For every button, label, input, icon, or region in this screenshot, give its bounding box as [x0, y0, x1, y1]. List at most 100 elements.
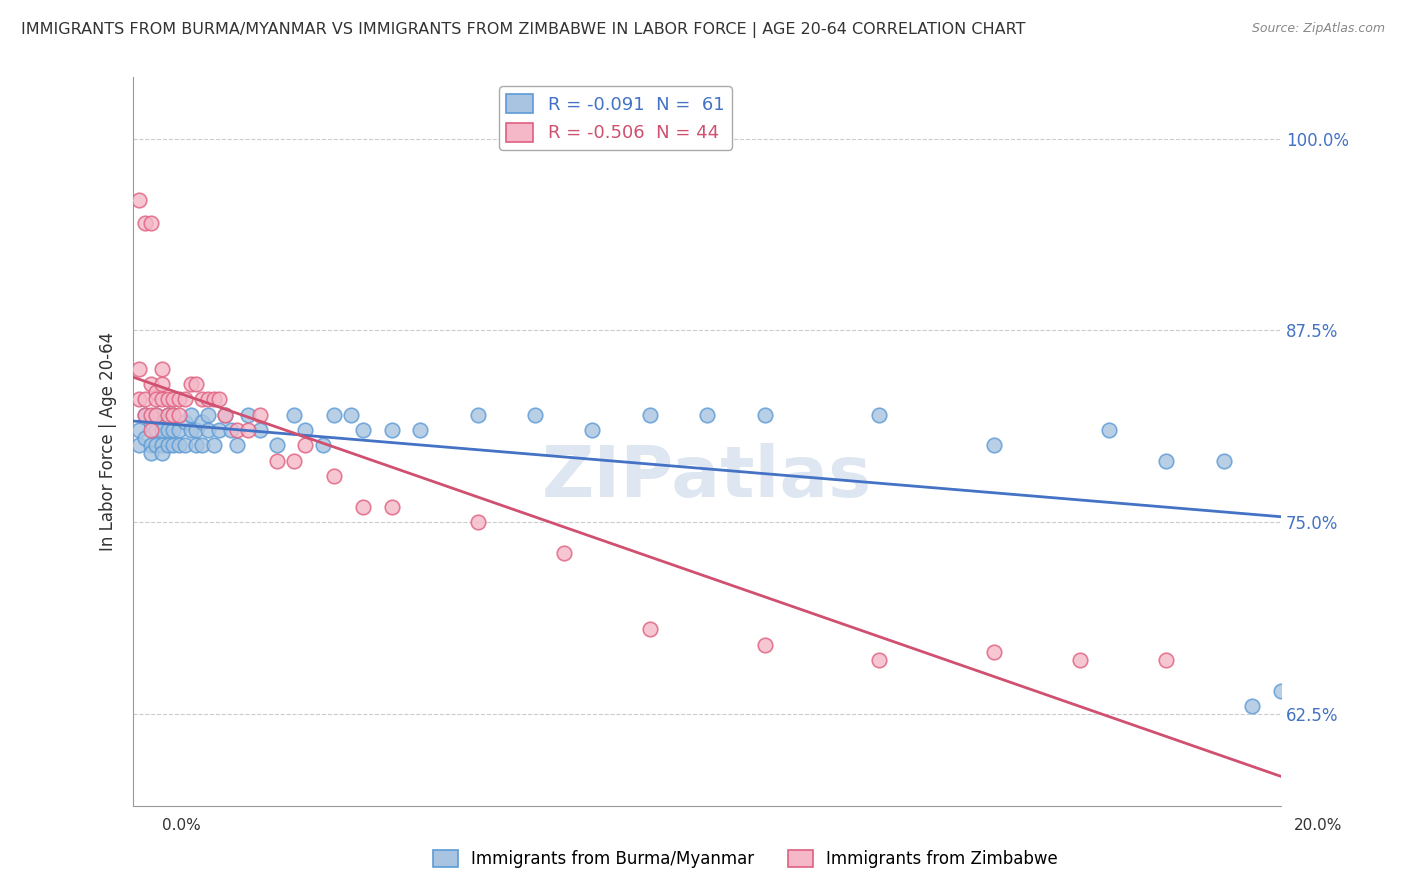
Point: [162, 392, 184, 407]
Point: [156, 438, 179, 452]
Point: [380, 500, 402, 514]
Point: [236, 408, 259, 422]
Point: [167, 423, 190, 437]
Point: [145, 408, 167, 422]
Point: [214, 408, 236, 422]
Point: [139, 416, 162, 430]
Point: [197, 423, 219, 437]
Point: [134, 431, 156, 445]
Point: [352, 500, 374, 514]
Point: [150, 392, 173, 407]
Text: ZIPatlas: ZIPatlas: [543, 443, 872, 512]
Point: [1270, 683, 1292, 698]
Point: [868, 408, 890, 422]
Point: [1154, 453, 1177, 467]
Point: [186, 438, 208, 452]
Point: [191, 438, 214, 452]
Point: [128, 361, 150, 376]
Point: [249, 408, 271, 422]
Point: [983, 438, 1005, 452]
Point: [340, 408, 363, 422]
Point: [524, 408, 547, 422]
Point: [156, 392, 179, 407]
Point: [139, 423, 162, 437]
Point: [174, 416, 197, 430]
Point: [208, 423, 231, 437]
Point: [696, 408, 718, 422]
Point: [145, 392, 167, 407]
Point: [134, 408, 156, 422]
Point: [150, 438, 173, 452]
Point: [128, 193, 150, 207]
Point: [145, 423, 167, 437]
Point: [214, 408, 236, 422]
Point: [139, 438, 162, 452]
Point: [134, 392, 156, 407]
Point: [167, 438, 190, 452]
Point: [139, 216, 162, 230]
Point: [1212, 453, 1234, 467]
Point: [1154, 653, 1177, 667]
Point: [868, 653, 890, 667]
Point: [352, 423, 374, 437]
Point: [150, 361, 173, 376]
Point: [266, 453, 288, 467]
Point: [983, 645, 1005, 659]
Point: [197, 408, 219, 422]
Point: [150, 416, 173, 430]
Point: [162, 423, 184, 437]
Point: [156, 408, 179, 422]
Legend: Immigrants from Burma/Myanmar, Immigrants from Zimbabwe: Immigrants from Burma/Myanmar, Immigrant…: [426, 843, 1064, 875]
Point: [150, 446, 173, 460]
Point: [191, 416, 214, 430]
Y-axis label: In Labor Force | Age 20-64: In Labor Force | Age 20-64: [100, 332, 117, 551]
Point: [128, 423, 150, 437]
Point: [186, 423, 208, 437]
Point: [128, 392, 150, 407]
Point: [202, 392, 225, 407]
Text: 0.0%: 0.0%: [162, 818, 201, 832]
Point: [467, 408, 489, 422]
Point: [145, 384, 167, 399]
Point: [323, 408, 346, 422]
Point: [134, 216, 156, 230]
Point: [202, 438, 225, 452]
Point: [1069, 653, 1091, 667]
Point: [236, 423, 259, 437]
Point: [156, 423, 179, 437]
Text: Source: ZipAtlas.com: Source: ZipAtlas.com: [1251, 22, 1385, 36]
Point: [409, 423, 432, 437]
Point: [380, 423, 402, 437]
Point: [754, 638, 776, 652]
Point: [186, 377, 208, 392]
Point: [134, 408, 156, 422]
Text: IMMIGRANTS FROM BURMA/MYANMAR VS IMMIGRANTS FROM ZIMBABWE IN LABOR FORCE | AGE 2: IMMIGRANTS FROM BURMA/MYANMAR VS IMMIGRA…: [21, 22, 1025, 38]
Point: [638, 408, 661, 422]
Point: [283, 408, 305, 422]
Point: [225, 438, 247, 452]
Point: [197, 392, 219, 407]
Point: [145, 438, 167, 452]
Point: [180, 377, 202, 392]
Point: [553, 546, 575, 560]
Point: [167, 392, 190, 407]
Point: [581, 423, 603, 437]
Point: [150, 423, 173, 437]
Legend: R = -0.091  N =  61, R = -0.506  N = 44: R = -0.091 N = 61, R = -0.506 N = 44: [499, 87, 731, 150]
Point: [156, 408, 179, 422]
Point: [180, 423, 202, 437]
Point: [191, 392, 214, 407]
Point: [1098, 423, 1121, 437]
Point: [150, 377, 173, 392]
Point: [266, 438, 288, 452]
Text: 20.0%: 20.0%: [1295, 818, 1343, 832]
Point: [139, 446, 162, 460]
Point: [312, 438, 335, 452]
Point: [162, 438, 184, 452]
Point: [128, 438, 150, 452]
Point: [283, 453, 305, 467]
Point: [249, 423, 271, 437]
Point: [180, 408, 202, 422]
Point: [638, 623, 661, 637]
Point: [145, 408, 167, 422]
